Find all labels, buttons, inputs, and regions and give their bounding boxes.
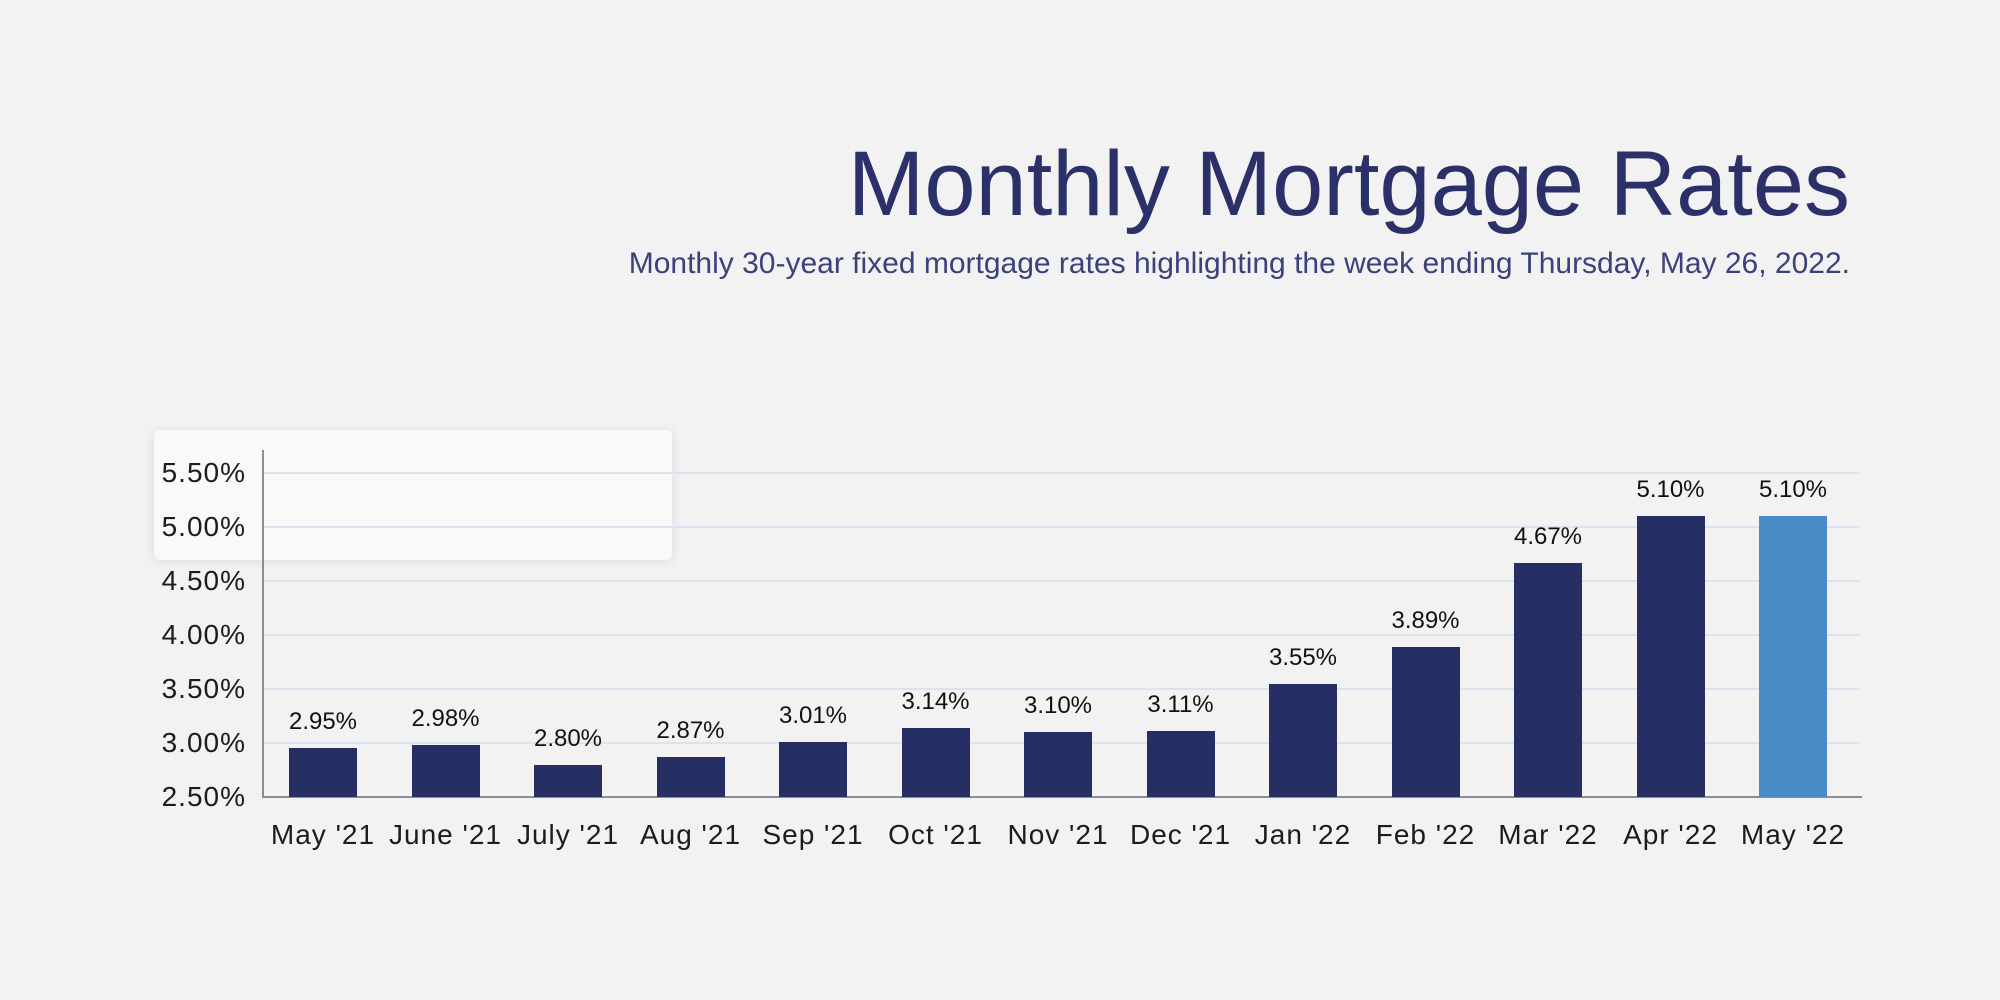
bar-value-label: 5.10% xyxy=(1758,476,1828,504)
bar-jan-22 xyxy=(1269,683,1337,797)
bar-value-label: 2.98% xyxy=(411,705,480,733)
bar-value-label: 3.89% xyxy=(1391,606,1460,634)
bar-value-label: 3.14% xyxy=(901,687,970,715)
y-axis-tick-label: 3.00% xyxy=(161,727,246,758)
bar-aug-21 xyxy=(656,757,725,797)
x-axis-tick-label: July '21 xyxy=(516,819,620,850)
x-axis-tick-label: Oct '21 xyxy=(888,819,983,850)
bar-value-label: 3.11% xyxy=(1147,691,1214,719)
gridline xyxy=(264,688,1860,690)
gridline xyxy=(264,580,1860,582)
y-axis-tick-label: 3.50% xyxy=(161,673,246,704)
bar-sep-21 xyxy=(779,741,847,797)
x-axis-tick-label: May '22 xyxy=(1740,819,1846,850)
background-card-artifact xyxy=(154,430,672,560)
y-axis-tick-label: 5.50% xyxy=(161,457,246,488)
bar-oct-21 xyxy=(901,727,970,797)
bar-dec-21 xyxy=(1146,731,1215,797)
bar-apr-22 xyxy=(1636,516,1705,797)
bar-may-21 xyxy=(289,748,357,797)
y-axis-line xyxy=(262,450,264,797)
x-axis-tick-label: Nov '21 xyxy=(1007,819,1109,850)
x-axis-tick-label: Apr '22 xyxy=(1623,819,1718,850)
gridline xyxy=(264,472,1860,474)
y-axis-tick-label: 4.00% xyxy=(161,619,246,650)
x-axis-tick-label: Jan '22 xyxy=(1254,819,1352,850)
bar-may-22 xyxy=(1759,516,1827,797)
x-axis-tick-label: Aug '21 xyxy=(639,819,742,850)
gridline xyxy=(264,526,1860,528)
bar-value-label: 3.01% xyxy=(778,701,848,729)
y-axis-tick-label: 4.50% xyxy=(161,565,246,596)
y-axis-tick-label: 5.00% xyxy=(161,511,246,542)
bar-feb-22 xyxy=(1391,646,1460,797)
bar-july-21 xyxy=(534,764,602,797)
bar-mar-22 xyxy=(1514,562,1582,797)
x-axis-tick-label: June '21 xyxy=(389,819,502,850)
bar-value-label: 3.10% xyxy=(1023,692,1093,720)
bar-value-label: 2.80% xyxy=(533,724,603,752)
bar-value-label: 2.95% xyxy=(288,708,358,736)
chart-title: Monthly Mortgage Rates xyxy=(847,133,1850,235)
x-axis-tick-label: Dec '21 xyxy=(1129,819,1232,850)
bar-value-label: 2.87% xyxy=(656,717,725,745)
bar-value-label: 4.67% xyxy=(1513,522,1583,550)
chart-subtitle: Monthly 30-year fixed mortgage rates hig… xyxy=(628,247,1850,280)
x-axis-line xyxy=(262,796,1862,798)
bar-value-label: 3.55% xyxy=(1268,643,1338,671)
x-axis-tick-label: Feb '22 xyxy=(1375,819,1476,850)
y-axis-tick-label: 2.50% xyxy=(161,781,246,812)
bar-value-label: 5.10% xyxy=(1636,476,1705,504)
gridline xyxy=(264,634,1860,636)
x-axis-tick-label: May '21 xyxy=(270,819,376,850)
bar-nov-21 xyxy=(1024,732,1092,797)
bar-june-21 xyxy=(411,745,480,797)
x-axis-tick-label: Mar '22 xyxy=(1498,819,1598,850)
x-axis-tick-label: Sep '21 xyxy=(762,819,864,850)
